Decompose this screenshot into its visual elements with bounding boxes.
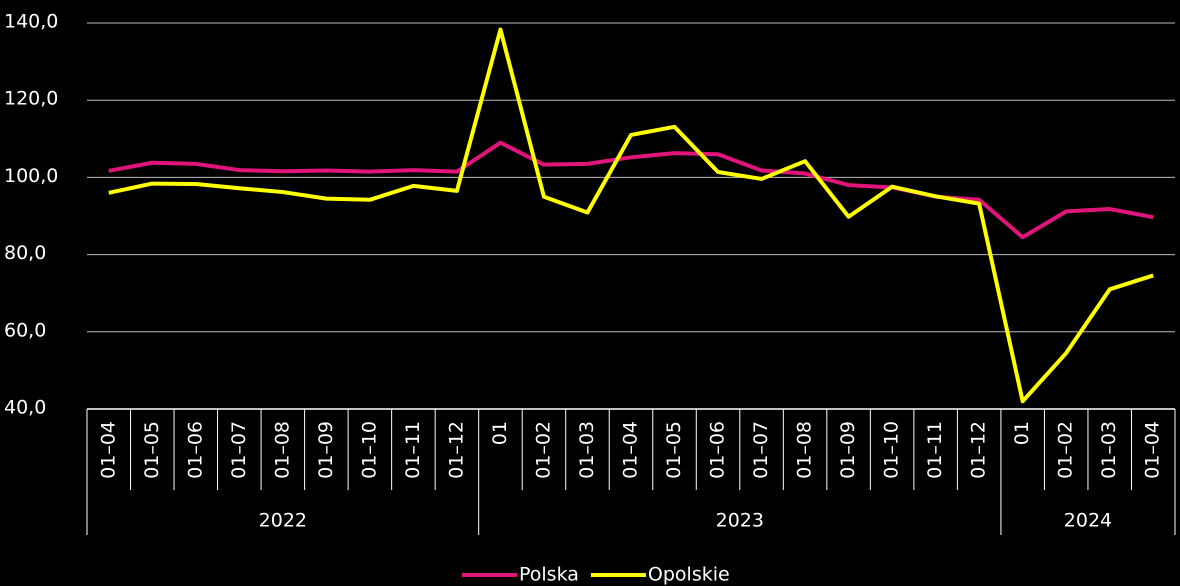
x-tick-label: 01–02	[532, 421, 554, 479]
x-tick-label: 01–04	[97, 421, 119, 479]
x-tick-label: 01–07	[228, 421, 250, 479]
legend-label: Polska	[519, 564, 579, 586]
y-tick-label: 60,0	[4, 319, 46, 341]
y-tick-label: 140,0	[4, 11, 58, 33]
legend-label: Opolskie	[648, 564, 730, 586]
x-tick-label: 01–02	[1055, 421, 1077, 479]
y-tick-label: 80,0	[4, 242, 46, 264]
year-label: 2022	[259, 510, 307, 532]
y-tick-label: 100,0	[4, 165, 58, 187]
x-tick-label: 01–03	[1098, 421, 1120, 479]
x-tick-label: 01–12	[445, 421, 467, 479]
x-tick-label: 01	[489, 421, 511, 445]
series-line	[108, 140, 1154, 240]
x-tick-label: 01–04	[1142, 421, 1164, 479]
x-tick-label: 01–05	[663, 421, 685, 479]
x-tick-label: 01–10	[358, 421, 380, 479]
x-tick-label: 01–04	[620, 421, 642, 479]
x-tick-label: 01–12	[968, 421, 990, 479]
x-tick-label: 01–05	[141, 421, 163, 479]
y-tick-label: 40,0	[4, 397, 46, 419]
x-tick-label: 01–10	[881, 421, 903, 479]
x-tick-label: 01–08	[794, 421, 816, 479]
x-tick-label: 01–03	[576, 421, 598, 479]
series-line	[108, 27, 1154, 404]
x-tick-label: 01–09	[315, 421, 337, 479]
x-tick-label: 01–08	[271, 421, 293, 479]
x-tick-label: 01	[1011, 421, 1033, 445]
x-tick-label: 01–06	[707, 421, 729, 479]
year-label: 2023	[716, 510, 764, 532]
x-tick-label: 01–11	[402, 421, 424, 479]
x-tick-label: 01–07	[750, 421, 772, 479]
x-tick-label: 01–11	[924, 421, 946, 479]
x-tick-label: 01–09	[837, 421, 859, 479]
y-tick-label: 120,0	[4, 88, 58, 110]
x-tick-label: 01–06	[184, 421, 206, 479]
year-label: 2024	[1064, 510, 1112, 532]
